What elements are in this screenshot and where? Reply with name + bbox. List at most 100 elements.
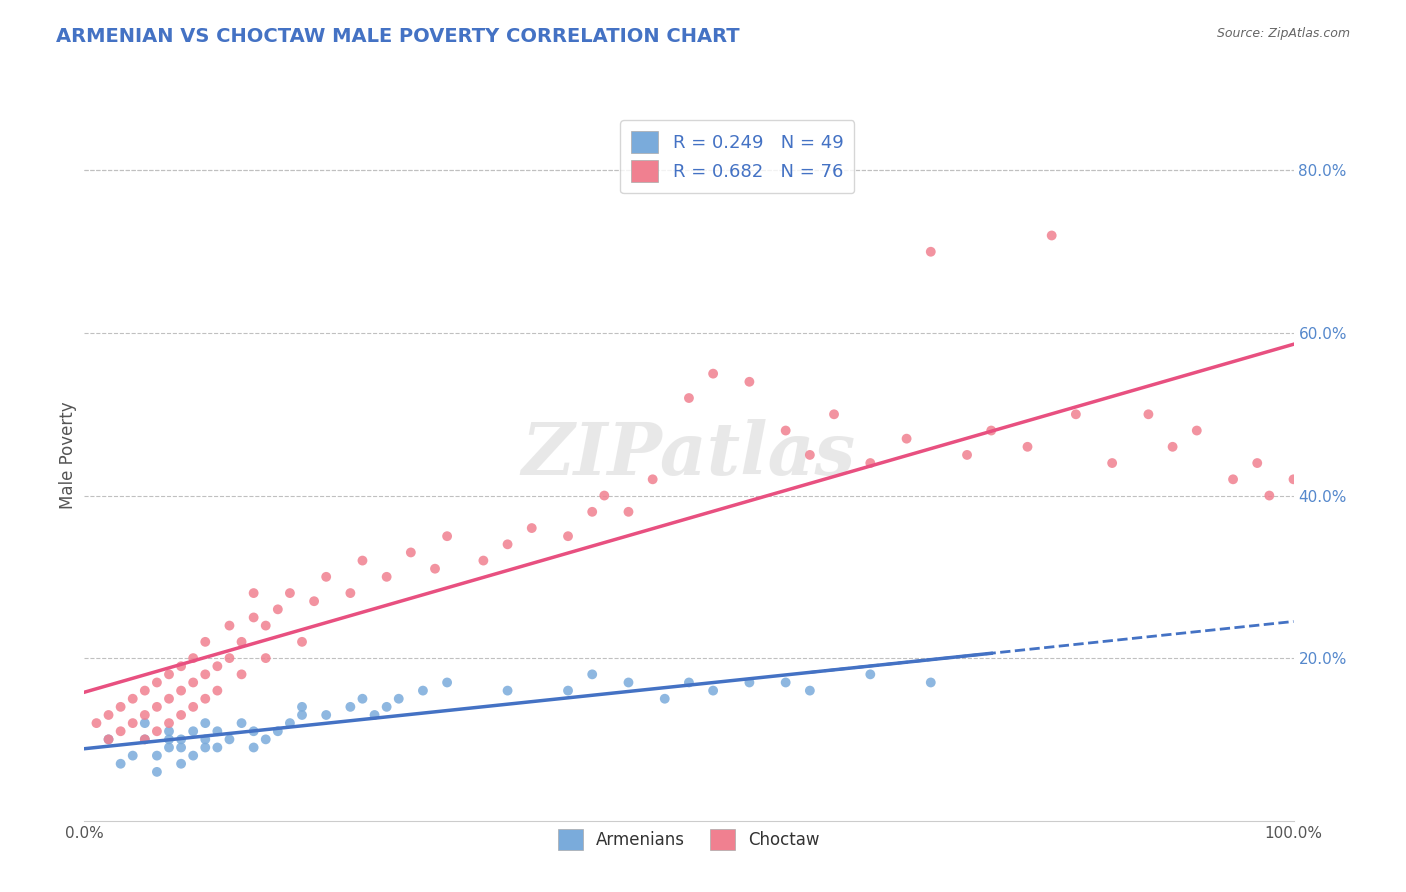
Point — [302, 594, 325, 608]
Point — [194, 691, 217, 706]
Point — [423, 562, 446, 576]
Point — [557, 683, 579, 698]
Point — [617, 505, 640, 519]
Point — [146, 764, 169, 779]
Point — [242, 740, 264, 755]
Point — [375, 699, 398, 714]
Point — [823, 407, 845, 421]
Point — [1101, 456, 1123, 470]
Point — [339, 586, 361, 600]
Point — [1185, 424, 1208, 438]
Point — [97, 732, 120, 747]
Point — [218, 651, 240, 665]
Point — [799, 448, 821, 462]
Point — [134, 708, 156, 723]
Point — [896, 432, 918, 446]
Point — [181, 675, 204, 690]
Text: Source: ZipAtlas.com: Source: ZipAtlas.com — [1216, 27, 1350, 40]
Point — [363, 708, 385, 723]
Point — [242, 724, 264, 739]
Point — [134, 683, 156, 698]
Point — [775, 675, 797, 690]
Point — [1161, 440, 1184, 454]
Point — [170, 740, 193, 755]
Point — [291, 708, 314, 723]
Point — [242, 586, 264, 600]
Point — [170, 756, 193, 771]
Point — [157, 691, 180, 706]
Point — [146, 724, 169, 739]
Point — [472, 553, 495, 567]
Point — [134, 732, 156, 747]
Point — [170, 732, 193, 747]
Point — [496, 683, 519, 698]
Point — [146, 748, 169, 763]
Point — [242, 610, 264, 624]
Point — [799, 683, 821, 698]
Point — [1064, 407, 1087, 421]
Y-axis label: Male Poverty: Male Poverty — [59, 401, 77, 508]
Point — [267, 724, 290, 739]
Point — [97, 708, 120, 723]
Point — [121, 748, 143, 763]
Point — [146, 675, 169, 690]
Point — [110, 756, 132, 771]
Point — [278, 716, 301, 731]
Point — [557, 529, 579, 543]
Point — [121, 716, 143, 731]
Point — [181, 748, 204, 763]
Point — [412, 683, 434, 698]
Point — [617, 675, 640, 690]
Point — [775, 424, 797, 438]
Point — [654, 691, 676, 706]
Point — [146, 699, 169, 714]
Point — [1246, 456, 1268, 470]
Point — [157, 724, 180, 739]
Point — [315, 570, 337, 584]
Point — [291, 699, 314, 714]
Point — [207, 740, 229, 755]
Legend: Armenians, Choctaw: Armenians, Choctaw — [551, 822, 827, 856]
Point — [194, 635, 217, 649]
Point — [436, 529, 458, 543]
Point — [859, 456, 882, 470]
Point — [231, 635, 253, 649]
Point — [1282, 472, 1305, 486]
Point — [207, 683, 229, 698]
Point — [181, 699, 204, 714]
Point — [1040, 228, 1063, 243]
Point — [134, 732, 156, 747]
Point — [593, 489, 616, 503]
Point — [352, 691, 374, 706]
Point — [194, 732, 217, 747]
Point — [170, 683, 193, 698]
Point — [267, 602, 290, 616]
Point — [231, 667, 253, 681]
Point — [678, 391, 700, 405]
Point — [218, 618, 240, 632]
Point — [110, 724, 132, 739]
Point — [738, 675, 761, 690]
Point — [375, 570, 398, 584]
Point — [181, 651, 204, 665]
Point — [170, 708, 193, 723]
Point — [581, 505, 603, 519]
Text: ARMENIAN VS CHOCTAW MALE POVERTY CORRELATION CHART: ARMENIAN VS CHOCTAW MALE POVERTY CORRELA… — [56, 27, 740, 45]
Point — [207, 724, 229, 739]
Point — [702, 683, 724, 698]
Point — [194, 740, 217, 755]
Point — [702, 367, 724, 381]
Point — [920, 675, 942, 690]
Text: ZIPatlas: ZIPatlas — [522, 419, 856, 491]
Point — [1258, 489, 1281, 503]
Point — [218, 732, 240, 747]
Point — [315, 708, 337, 723]
Point — [157, 732, 180, 747]
Point — [520, 521, 543, 535]
Point — [1222, 472, 1244, 486]
Point — [110, 699, 132, 714]
Point — [352, 553, 374, 567]
Point — [254, 732, 277, 747]
Point — [738, 375, 761, 389]
Point — [920, 244, 942, 259]
